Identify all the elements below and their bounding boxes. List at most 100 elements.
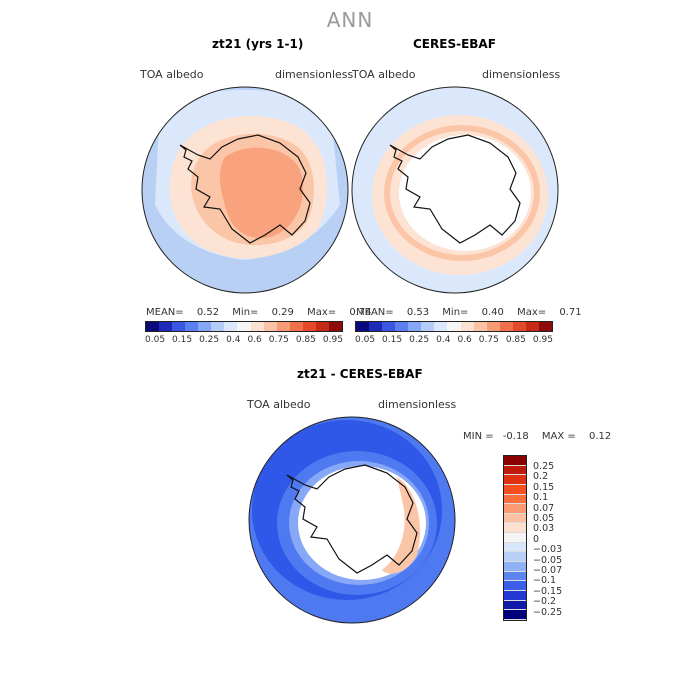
model-colorbar-swatch xyxy=(146,322,160,331)
obs-coastline xyxy=(389,134,521,244)
obs-stats: MEAN= 0.53 Min= 0.40 Max= 0.71 xyxy=(356,307,582,318)
model-colorbar-tick: 0.75 xyxy=(268,335,289,345)
model-panel-title: zt21 (yrs 1-1) xyxy=(212,37,304,51)
obs-colorbar-swatch xyxy=(434,322,448,331)
model-colorbar-tick: 0.95 xyxy=(322,335,343,345)
obs-map-border xyxy=(351,86,559,294)
diff-colorbar-swatch xyxy=(504,562,526,572)
obs-colorbar-tick: 0.25 xyxy=(409,335,430,345)
model-map-border xyxy=(141,86,349,294)
model-units-label: dimensionless xyxy=(275,68,354,81)
obs-continent-area xyxy=(399,135,531,251)
diff-colorbar-swatch xyxy=(504,494,526,505)
diff-colorbar-tick: 0.05 xyxy=(533,513,555,525)
diff-colorbar-swatch xyxy=(504,552,526,563)
model-colorbar-tick: 0.6 xyxy=(247,335,262,345)
diff-colorbar-swatch xyxy=(504,484,526,495)
diff-panel-title: zt21 - CERES-EBAF xyxy=(297,367,423,381)
diff-units-label: dimensionless xyxy=(378,398,457,411)
obs-colorbar-tick: 0.05 xyxy=(355,335,376,345)
model-colorbar-tick: 0.4 xyxy=(226,335,241,345)
obs-colorbar-swatch xyxy=(369,322,383,331)
diff-colorbar-swatch xyxy=(504,610,526,620)
diff-colorbar-tick: −0.07 xyxy=(533,565,563,577)
diff-colorbar-swatch xyxy=(504,581,526,591)
diff-colorbar-tick: −0.2 xyxy=(533,596,557,608)
obs-colorbar-swatch xyxy=(486,322,500,331)
diff-colorbar-swatch xyxy=(504,600,526,611)
model-colorbar-ticks: 0.05 0.15 0.25 0.4 0.6 0.75 0.85 0.95 xyxy=(145,335,343,345)
obs-max-label: Max= xyxy=(517,307,547,318)
model-min-label: Min= xyxy=(232,307,259,318)
model-colorbar-tick: 0.15 xyxy=(172,335,193,345)
model-colorbar-swatch xyxy=(289,322,303,331)
obs-panel-title: CERES-EBAF xyxy=(413,37,496,51)
model-colorbar-swatch xyxy=(250,322,264,331)
obs-colorbar xyxy=(355,321,553,332)
obs-colorbar-swatch xyxy=(447,322,461,331)
model-colorbar-swatch xyxy=(198,322,212,331)
diff-colorbar-tick: 0.03 xyxy=(533,523,555,535)
model-colorbar-swatch xyxy=(328,322,342,331)
diff-colorbar-tick: 0.25 xyxy=(533,461,555,472)
model-stats: MEAN= 0.52 Min= 0.29 Max= 0.74 xyxy=(146,307,372,318)
obs-colorbar-swatch xyxy=(356,322,370,331)
diff-max-label: MAX = xyxy=(541,431,576,442)
obs-colorbar-swatch xyxy=(395,322,409,331)
diff-colorbar-swatch xyxy=(504,590,526,601)
model-colorbar-swatch xyxy=(276,322,290,331)
diff-colorbar-tick: 0.15 xyxy=(533,481,555,493)
obs-colorbar-swatch xyxy=(538,322,552,331)
figure-title: ANN xyxy=(326,8,374,32)
diff-colorbar-swatch xyxy=(504,513,526,524)
model-colorbar-swatch xyxy=(224,322,238,331)
obs-colorbar-tick: 0.15 xyxy=(382,335,403,345)
obs-colorbar-swatch xyxy=(421,322,435,331)
diff-colorbar-swatch xyxy=(504,504,526,514)
model-colorbar xyxy=(145,321,343,332)
obs-colorbar-tick: 0.85 xyxy=(505,335,526,345)
obs-colorbar-tick: 0.75 xyxy=(478,335,499,345)
diff-polar-map xyxy=(248,416,456,624)
obs-max-value: 0.71 xyxy=(559,307,582,318)
obs-mean-value: 0.53 xyxy=(406,307,430,318)
diff-colorbar-tick: −0.1 xyxy=(533,575,557,587)
diff-positive-anomaly xyxy=(382,477,421,574)
obs-colorbar-swatch xyxy=(382,322,396,331)
diff-min-value: -0.18 xyxy=(502,431,529,442)
diff-colorbar-swatch xyxy=(504,523,526,534)
model-colorbar-swatch xyxy=(159,322,173,331)
model-polar-map xyxy=(141,86,349,294)
model-colorbar-swatch xyxy=(263,322,277,331)
obs-polar-map xyxy=(351,86,559,294)
diff-continent-area xyxy=(298,466,426,580)
diff-colorbar-tick: −0.15 xyxy=(533,585,563,597)
model-plateau-albedo xyxy=(219,147,304,239)
model-colorbar-tick: 0.25 xyxy=(199,335,220,345)
diff-stats: MIN = -0.18 MAX = 0.12 xyxy=(463,431,611,442)
obs-colorbar-swatch xyxy=(499,322,513,331)
obs-colorbar-tick: 0.6 xyxy=(457,335,472,345)
model-colorbar-tick: 0.05 xyxy=(145,335,166,345)
obs-colorbar-swatch xyxy=(512,322,526,331)
diff-map-border xyxy=(248,416,456,624)
model-colorbar-swatch xyxy=(172,322,186,331)
model-colorbar-swatch xyxy=(315,322,329,331)
obs-min-label: Min= xyxy=(442,307,469,318)
obs-colorbar-tick: 0.4 xyxy=(436,335,451,345)
obs-mean-label: MEAN= xyxy=(356,307,394,318)
obs-colorbar-swatch xyxy=(473,322,487,331)
diff-colorbar-tick: 0.2 xyxy=(533,471,549,483)
model-max-value: 0.74 xyxy=(349,307,372,318)
diff-colorbar-swatch xyxy=(504,475,526,485)
obs-colorbar-ticks: 0.05 0.15 0.25 0.4 0.6 0.75 0.85 0.95 xyxy=(355,335,553,345)
diff-min-label: MIN = xyxy=(463,431,494,442)
diff-coastline xyxy=(286,464,418,574)
obs-colorbar-swatch xyxy=(408,322,422,331)
model-colorbar-swatch xyxy=(302,322,316,331)
diff-colorbar-swatch xyxy=(504,465,526,476)
obs-colorbar-tick: 0.95 xyxy=(532,335,553,345)
diff-colorbar-swatch xyxy=(504,456,526,466)
diff-colorbar-ticks: 0.25 0.2 0.15 0.1 0.07 0.05 0.03 0 −0.03 −0.05 −0.… xyxy=(533,461,563,618)
model-colorbar-tick: 0.85 xyxy=(295,335,316,345)
